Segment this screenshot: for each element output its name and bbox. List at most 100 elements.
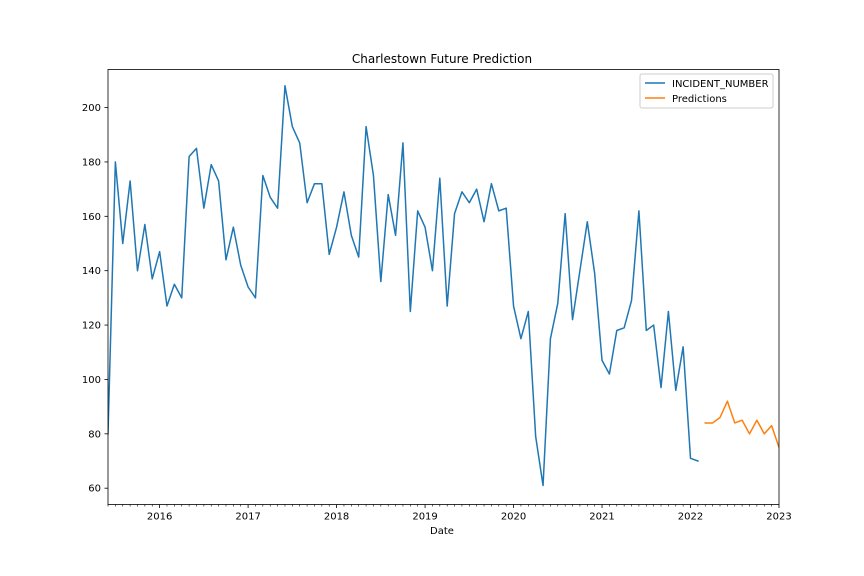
- data-point: [601, 359, 604, 362]
- data-point: [247, 286, 250, 289]
- data-point: [608, 373, 611, 376]
- x-tick-label: 2022: [678, 512, 703, 523]
- data-point: [696, 460, 699, 463]
- data-point: [335, 226, 338, 229]
- data-point: [578, 269, 581, 272]
- data-point: [593, 272, 596, 275]
- data-point: [202, 207, 205, 210]
- data-point: [431, 269, 434, 272]
- data-point: [239, 264, 242, 267]
- data-point: [306, 201, 309, 204]
- data-point: [623, 326, 626, 329]
- data-point: [350, 234, 353, 237]
- data-point: [158, 250, 161, 253]
- data-point: [180, 296, 183, 299]
- data-point: [645, 329, 648, 332]
- data-point: [401, 141, 404, 144]
- data-point: [291, 125, 294, 128]
- data-point: [320, 182, 323, 185]
- data-point: [615, 329, 618, 332]
- plot-area-frame: [107, 69, 780, 505]
- data-point: [394, 234, 397, 237]
- y-tick-label: 100: [82, 375, 101, 386]
- x-tick-label: 2018: [324, 512, 349, 523]
- legend: INCIDENT_NUMBER Predictions: [639, 73, 774, 109]
- data-point: [689, 457, 692, 460]
- data-point: [468, 201, 471, 204]
- data-point: [409, 310, 412, 313]
- data-point: [497, 209, 500, 212]
- data-point: [667, 310, 670, 313]
- series-incident-number: [108, 84, 699, 487]
- data-point: [719, 416, 722, 419]
- data-point: [328, 253, 331, 256]
- data-point: [387, 193, 390, 196]
- data-point: [313, 182, 316, 185]
- legend-label-predictions: Predictions: [672, 94, 727, 105]
- data-point: [269, 196, 272, 199]
- data-point: [173, 283, 176, 286]
- data-point: [188, 155, 191, 158]
- data-point: [129, 179, 132, 182]
- data-point: [505, 207, 508, 210]
- data-point: [571, 318, 574, 321]
- data-point: [763, 432, 766, 435]
- data-point: [224, 258, 227, 261]
- y-tick-label: 180: [82, 157, 101, 168]
- data-point: [121, 242, 124, 245]
- data-point: [453, 212, 456, 215]
- x-tick-label: 2023: [766, 512, 791, 523]
- data-point: [210, 163, 213, 166]
- data-point: [512, 305, 515, 308]
- data-point: [283, 84, 286, 87]
- data-point: [254, 296, 257, 299]
- data-point: [542, 484, 545, 487]
- x-tick-label: 2017: [235, 512, 260, 523]
- x-tick-label: 2019: [412, 512, 437, 523]
- data-point: [416, 209, 419, 212]
- data-point: [298, 141, 301, 144]
- data-point: [490, 182, 493, 185]
- data-point: [741, 419, 744, 422]
- y-tick-label: 80: [88, 429, 101, 440]
- data-point: [726, 400, 729, 403]
- data-point: [711, 421, 714, 424]
- data-point: [446, 305, 449, 308]
- data-point: [372, 174, 375, 177]
- data-point: [682, 345, 685, 348]
- data-point: [674, 389, 677, 392]
- data-point: [652, 324, 655, 327]
- data-point: [637, 209, 640, 212]
- data-point: [438, 177, 441, 180]
- y-tick-label: 160: [82, 212, 101, 223]
- series-layer: [108, 84, 779, 487]
- data-point: [748, 432, 751, 435]
- y-tick-label: 200: [82, 103, 101, 114]
- x-tick-label: 2021: [589, 512, 614, 523]
- x-tick-label: 2016: [147, 512, 172, 523]
- data-point: [232, 226, 235, 229]
- data-point: [195, 147, 198, 150]
- data-point: [365, 125, 368, 128]
- data-point: [564, 212, 567, 215]
- data-point: [342, 190, 345, 193]
- y-axis: 60 80 100 120 140 160 180 200: [82, 103, 108, 495]
- data-point: [527, 310, 530, 313]
- data-point: [424, 226, 427, 229]
- data-point: [755, 419, 758, 422]
- chart-title: Charlestown Future Prediction: [352, 52, 532, 66]
- data-point: [733, 421, 736, 424]
- data-point: [630, 299, 633, 302]
- data-point: [357, 256, 360, 259]
- data-point: [534, 435, 537, 438]
- data-point: [143, 223, 146, 226]
- data-point: [379, 280, 382, 283]
- data-point: [217, 179, 220, 182]
- data-point: [475, 188, 478, 191]
- y-tick-label: 140: [82, 266, 101, 277]
- series-line-incident-number: [108, 85, 699, 487]
- data-point: [151, 277, 154, 280]
- x-tick-label: 2020: [501, 512, 526, 523]
- data-point: [483, 220, 486, 223]
